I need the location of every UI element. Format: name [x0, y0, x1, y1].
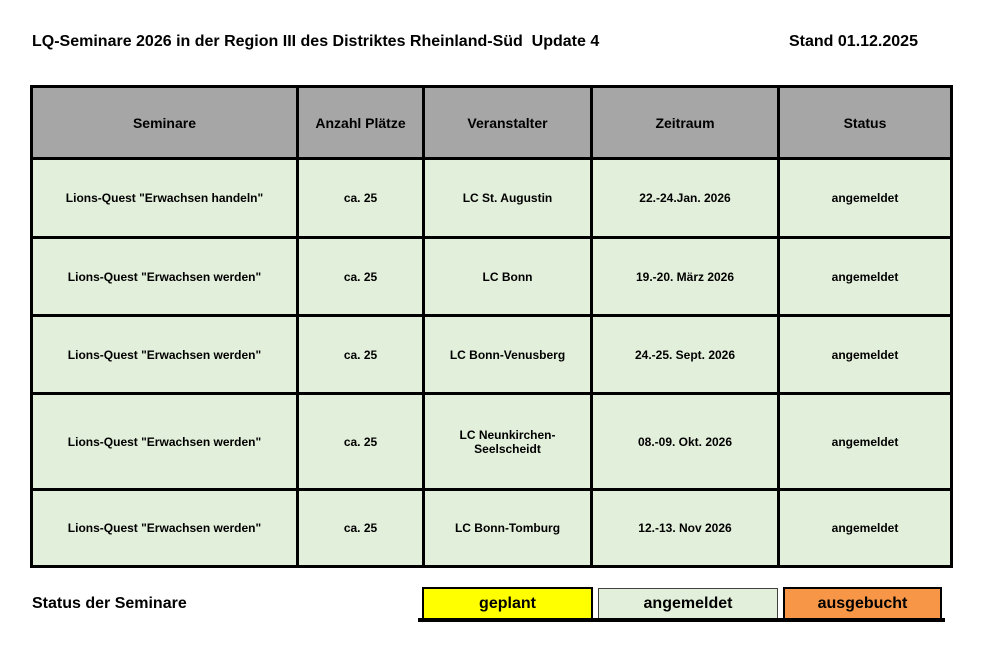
cell-plaetze: ca. 25 — [296, 392, 425, 491]
cell-status: angemeldet — [777, 488, 953, 568]
col-header-seminare: Seminare — [30, 85, 299, 160]
cell-status: angemeldet — [777, 157, 953, 239]
cell-seminar: Lions-Quest "Erwachsen handeln" — [30, 157, 299, 239]
col-header-veranstalter: Veranstalter — [422, 85, 593, 160]
cell-zeitraum: 24.-25. Sept. 2026 — [590, 314, 780, 395]
cell-status: angemeldet — [777, 314, 953, 395]
cell-zeitraum: 08.-09. Okt. 2026 — [590, 392, 780, 491]
table-row: Lions-Quest "Erwachsen werden" ca. 25 LC… — [30, 236, 953, 317]
status-legend: geplant angemeldet ausgebucht — [418, 587, 945, 622]
col-header-anzahl-plaetze: Anzahl Plätze — [296, 85, 425, 160]
col-header-status: Status — [777, 85, 953, 160]
cell-veranstalter: LC Bonn — [422, 236, 593, 317]
col-header-zeitraum: Zeitraum — [590, 85, 780, 160]
legend-item-ausgebucht: ausgebucht — [783, 587, 942, 618]
cell-plaetze: ca. 25 — [296, 314, 425, 395]
cell-seminar: Lions-Quest "Erwachsen werden" — [30, 488, 299, 568]
table-row: Lions-Quest "Erwachsen werden" ca. 25 LC… — [30, 488, 953, 568]
cell-veranstalter: LC St. Augustin — [422, 157, 593, 239]
cell-seminar: Lions-Quest "Erwachsen werden" — [30, 236, 299, 317]
table-row: Lions-Quest "Erwachsen handeln" ca. 25 L… — [30, 157, 953, 239]
table-row: Lions-Quest "Erwachsen werden" ca. 25 LC… — [30, 392, 953, 491]
cell-veranstalter: LC Bonn-Tomburg — [422, 488, 593, 568]
stand-date: Stand 01.12.2025 — [789, 33, 918, 50]
cell-zeitraum: 12.-13. Nov 2026 — [590, 488, 780, 568]
seminar-table: Seminare Anzahl Plätze Veranstalter Zeit… — [30, 85, 953, 568]
legend-item-geplant: geplant — [422, 587, 593, 618]
table-header-row: Seminare Anzahl Plätze Veranstalter Zeit… — [30, 85, 953, 160]
cell-plaetze: ca. 25 — [296, 488, 425, 568]
cell-status: angemeldet — [777, 392, 953, 491]
table-row: Lions-Quest "Erwachsen werden" ca. 25 LC… — [30, 314, 953, 395]
page-title: LQ-Seminare 2026 in der Region III des D… — [32, 33, 600, 50]
cell-plaetze: ca. 25 — [296, 157, 425, 239]
legend-title: Status der Seminare — [32, 595, 187, 612]
cell-zeitraum: 19.-20. März 2026 — [590, 236, 780, 317]
cell-zeitraum: 22.-24.Jan. 2026 — [590, 157, 780, 239]
cell-seminar: Lions-Quest "Erwachsen werden" — [30, 314, 299, 395]
cell-plaetze: ca. 25 — [296, 236, 425, 317]
cell-veranstalter: LC Neunkirchen- Seelscheidt — [422, 392, 593, 491]
cell-seminar: Lions-Quest "Erwachsen werden" — [30, 392, 299, 491]
cell-status: angemeldet — [777, 236, 953, 317]
legend-item-angemeldet: angemeldet — [598, 588, 778, 618]
cell-veranstalter: LC Bonn-Venusberg — [422, 314, 593, 395]
